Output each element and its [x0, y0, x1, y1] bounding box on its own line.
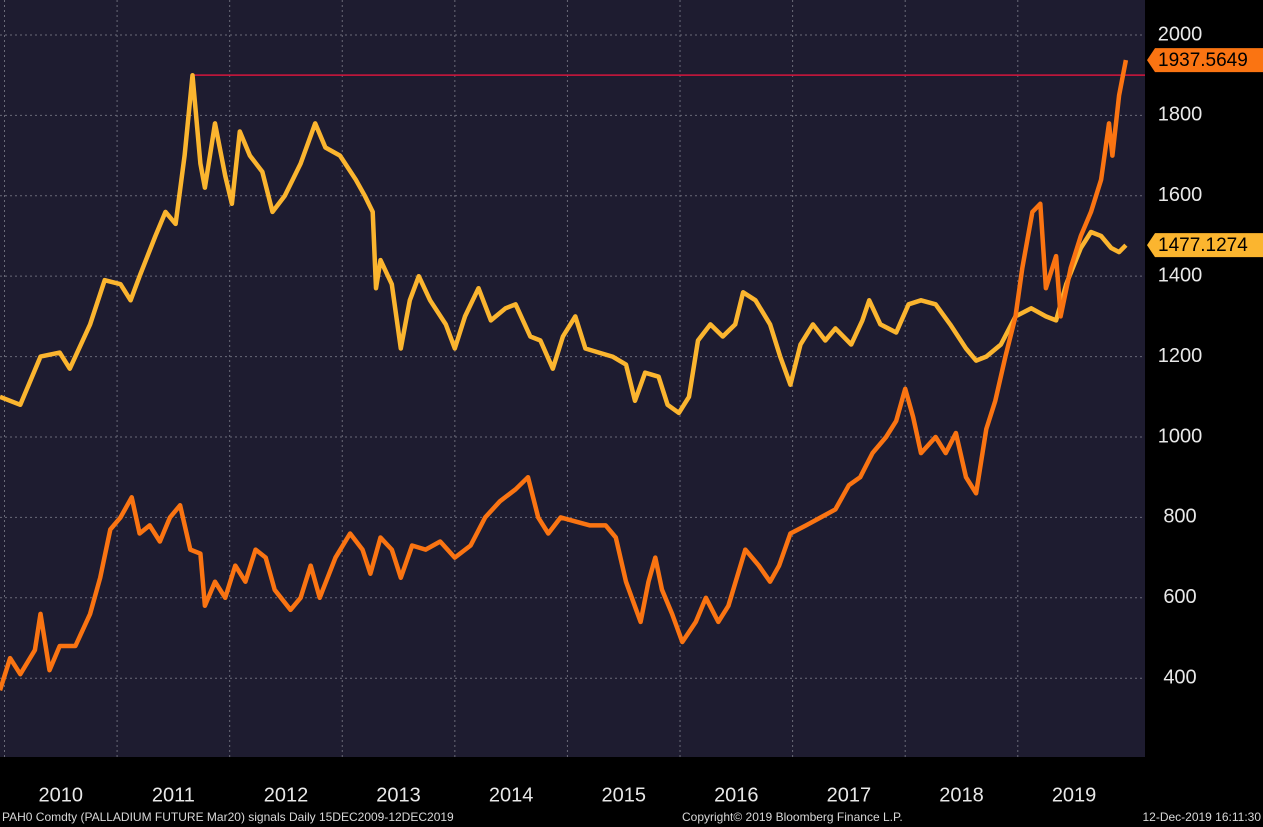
x-tick-label: 2014	[489, 784, 534, 806]
y-tick-label: 1400	[1158, 264, 1203, 286]
footer-center: Copyright© 2019 Bloomberg Finance L.P.	[682, 810, 903, 824]
y-tick-label: 1000	[1158, 425, 1203, 447]
last-value-label: 1937.5649	[1158, 50, 1248, 71]
y-tick-label: 800	[1163, 506, 1196, 528]
plot-area	[0, 0, 1145, 757]
last-value-label: 1477.1274	[1158, 235, 1248, 256]
x-tick-label: 2011	[152, 784, 195, 806]
y-tick-label: 1200	[1158, 345, 1203, 367]
x-tick-label: 2012	[264, 784, 309, 806]
labels: 400 600 800 1000 1200 1400 1600 1800 2000 2010 201…	[39, 23, 1263, 806]
footer-left: PAH0 Comdty (PALLADIUM FUTURE Mar20) sig…	[2, 810, 454, 824]
x-tick-label: 2015	[601, 784, 646, 806]
grid	[0, 0, 1145, 757]
x-tick-label: 2018	[939, 784, 984, 806]
footer-right: 12-Dec-2019 16:11:30	[1142, 810, 1261, 824]
lines	[0, 59, 1145, 691]
x-tick-label: 2019	[1052, 784, 1097, 806]
x-tick-label: 2017	[827, 784, 872, 806]
y-tick-label: 1800	[1158, 104, 1203, 126]
y-tick-label: 2000	[1158, 23, 1203, 45]
y-tick-label: 400	[1163, 666, 1196, 688]
y-tick-label: 1600	[1158, 184, 1203, 206]
series-line	[0, 72, 1128, 416]
x-tick-label: 2010	[39, 784, 84, 806]
last-value-tag	[1147, 233, 1263, 258]
last-value-tag	[1147, 48, 1263, 73]
x-tick-label: 2013	[376, 784, 421, 806]
series-line	[0, 59, 1129, 691]
y-tick-label: 600	[1163, 586, 1196, 608]
x-tick-label: 2016	[714, 784, 759, 806]
